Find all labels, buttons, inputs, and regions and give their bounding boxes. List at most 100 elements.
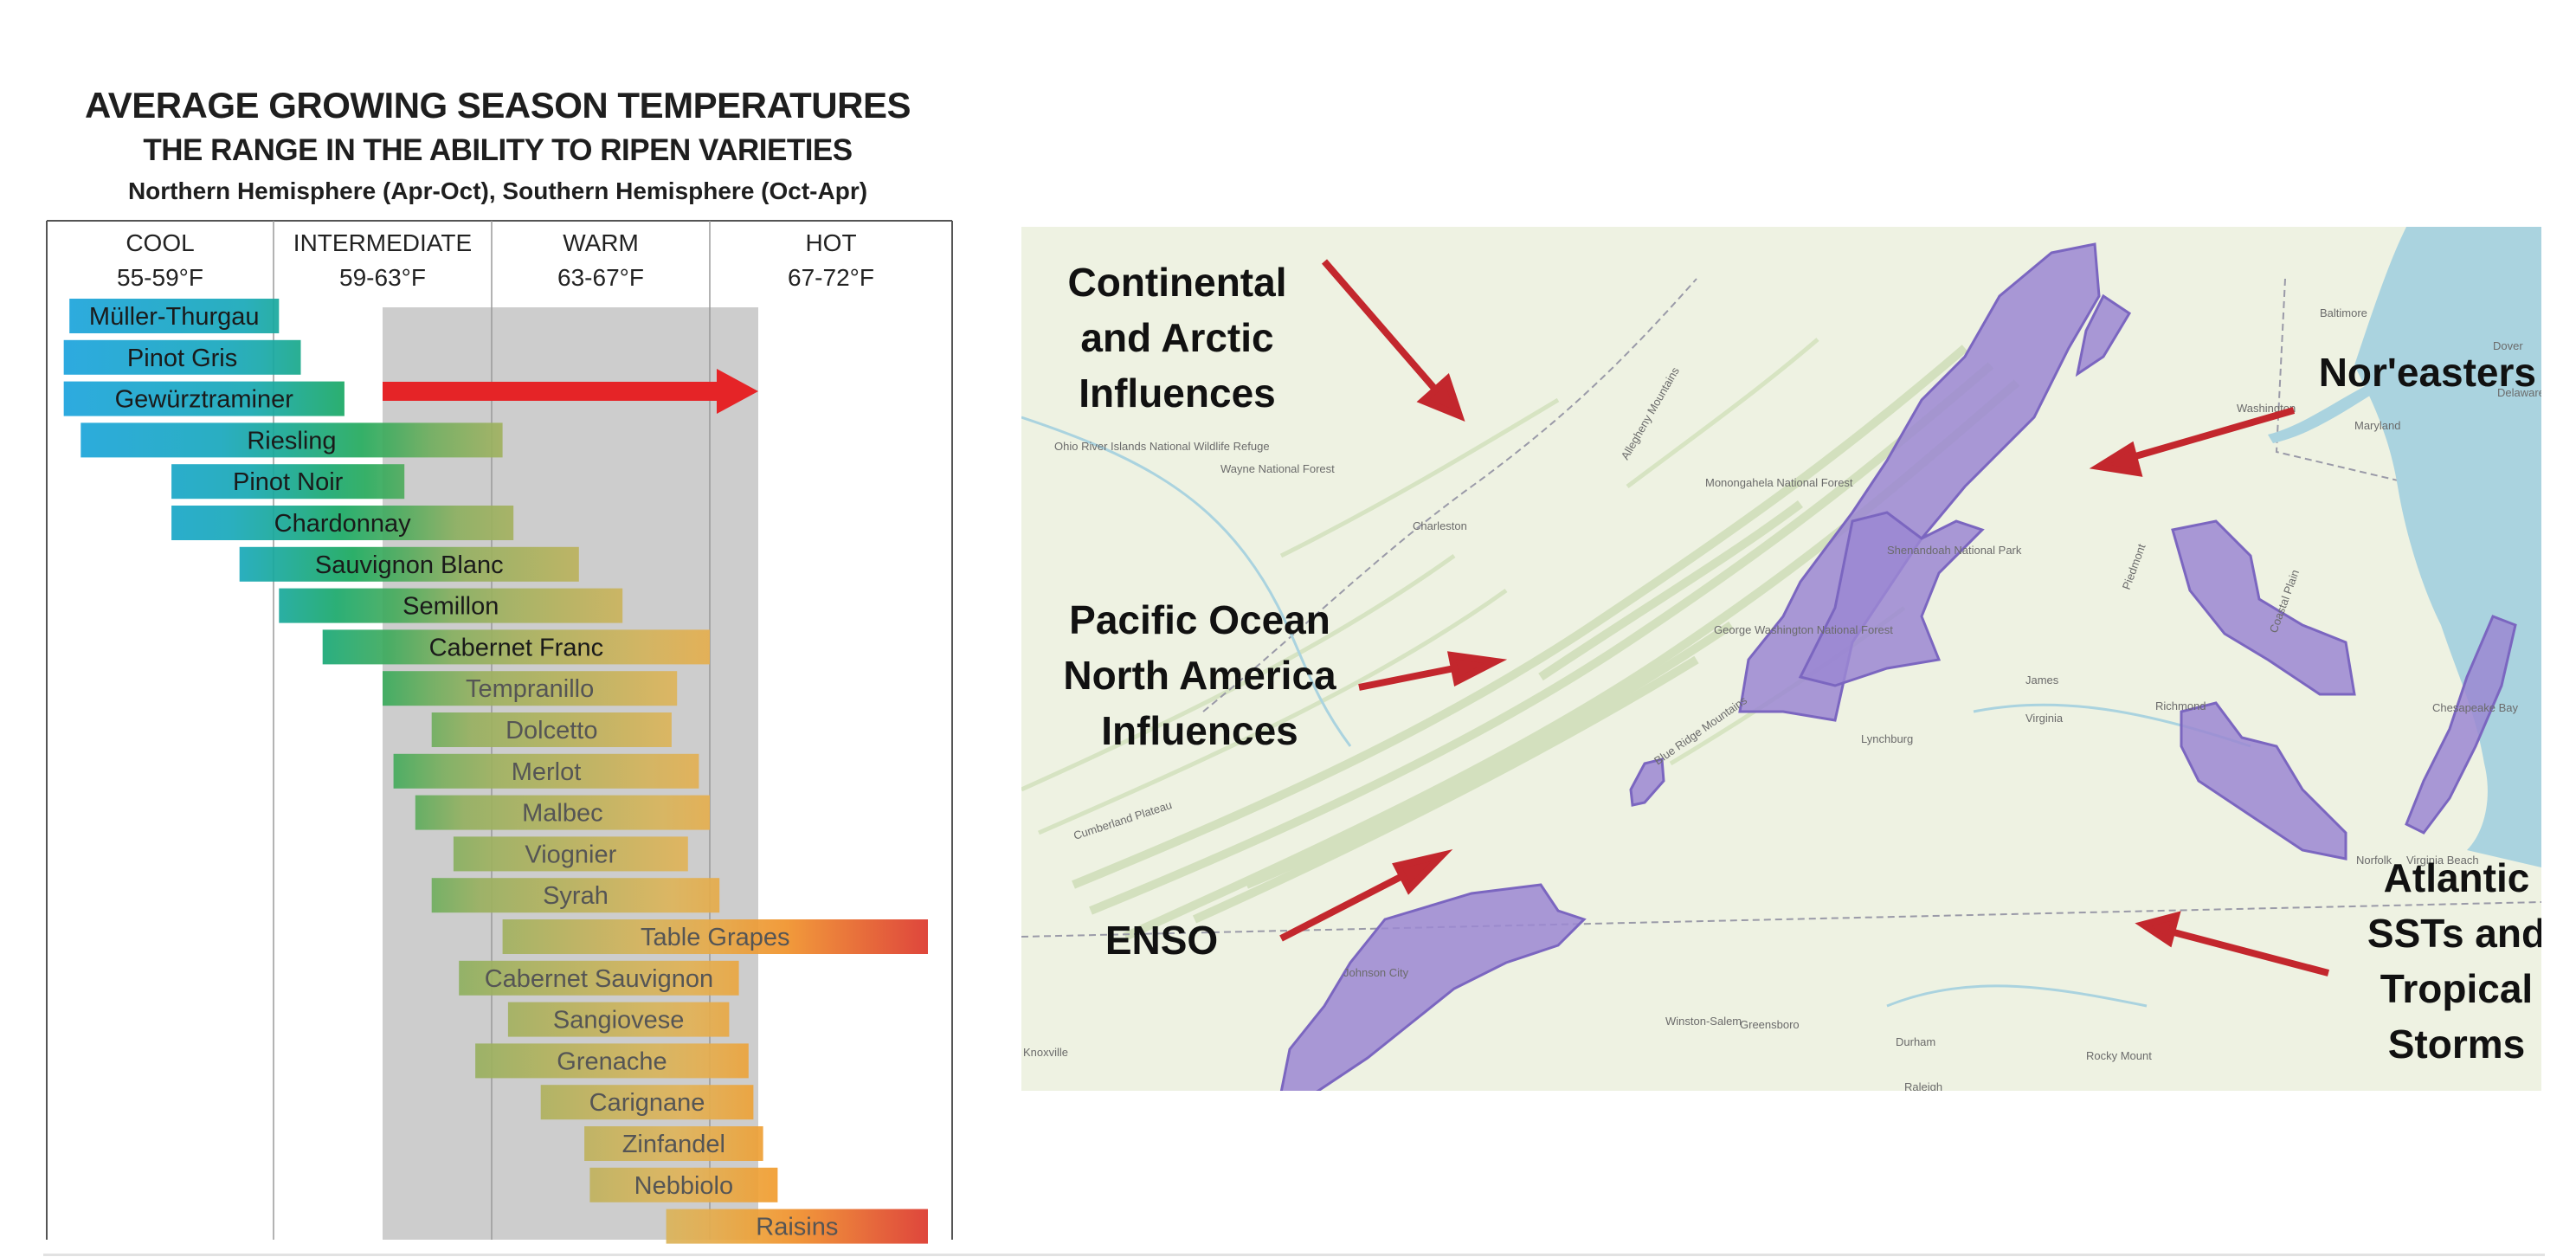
variety-label: Raisins [756,1214,838,1241]
variety-label: Carignane [589,1089,705,1117]
variety-label: Pinot Gris [127,345,237,372]
ripening-chart: COOL 55-59°F INTERMEDIATE 59-63°F WARM 63-67°… [46,220,953,1244]
state-borders [1021,278,2541,938]
variety-bar [584,1126,763,1161]
place-label: Monongahela National Forest [1705,476,1853,489]
place-label: Charleston [1413,519,1467,532]
variety-label: Cabernet Sauvignon [485,965,713,993]
variety-label: Malbec [522,800,603,828]
influence-label-line: Continental [1068,260,1287,305]
variety-bar [431,878,720,913]
variety-label: Sauvignon Blanc [315,551,504,579]
place-label: Lynchburg [1861,732,1913,745]
variety-label: Viognier [525,841,616,868]
variety-label: Merlot [512,758,582,786]
variety-bar [80,422,503,458]
influence-arrows [1279,259,2330,977]
place-label: Virginia [2025,712,2064,725]
trend-arrow-shaft [383,382,718,401]
place-label: George Washington National Forest [1714,623,1893,636]
variety-bar [383,671,678,706]
influence-label-line: Storms [2388,1022,2525,1067]
zone-range: 67-72°F [788,264,874,291]
place-label: Johnson City [1343,966,1409,979]
zone-name: COOL [126,229,194,256]
variety-label: Semillon [402,593,499,621]
variety-label: Müller-Thurgau [89,303,260,331]
influence-label-line: Influences [1079,371,1276,416]
variety-bar [239,546,579,582]
place-label: Virginia Beach [2406,854,2479,867]
variety-bar [393,753,699,789]
variety-label: Gewürztraminer [115,386,294,414]
influence-label-pacific: Pacific Ocean North America Influences [1063,597,1336,753]
variety-label: Grenache [557,1048,667,1075]
chart-title: AVERAGE GROWING SEASON TEMPERATURES [84,85,911,126]
variety-label: Nebbiolo [634,1172,733,1200]
variety-bar [171,506,514,540]
influence-label-atlantic: Atlantic SSTs and Tropical Storms [2367,855,2541,1067]
zone-range: 59-63°F [339,264,426,291]
variety-bar [431,712,672,747]
variety-label: Syrah [543,882,609,910]
zone-name: HOT [805,229,856,256]
variety-label: Riesling [247,427,336,454]
arrow-head-continental [1416,372,1465,422]
place-label: Baltimore [2320,306,2367,319]
virginia-climate-map: Baltimore Dover Delaware Washington Mary… [1021,227,2541,1091]
place-label: Shenandoah National Park [1887,544,2022,557]
place-label: Delaware [2497,386,2541,399]
variety-bar [666,1209,928,1244]
arrow-head-atlantic [2135,911,2181,948]
influence-label-line: Tropical [2380,966,2533,1011]
place-label: Chesapeake Bay [2432,701,2519,714]
place-label: Richmond [2155,699,2206,712]
place-label: Maryland [2354,419,2400,432]
variety-bar [459,960,739,996]
place-label: Wayne National Forest [1220,462,1335,475]
influence-label-line: Atlantic [2384,855,2530,900]
variety-label: Dolcetto [506,717,597,745]
variety-bar [475,1043,749,1079]
variety-label: Table Grapes [641,924,790,951]
zone-range: 55-59°F [117,264,203,291]
place-label: Rocky Mount [2086,1049,2152,1062]
arrow-head-enso [1392,849,1453,895]
variety-bar [507,1002,730,1037]
influence-label-enso: ENSO [1105,918,1218,963]
variety-bar [589,1167,778,1202]
place-label: Knoxville [1023,1046,1068,1059]
hemisphere-note: Northern Hemisphere (Apr-Oct), Southern … [127,177,868,204]
variety-label: Tempranillo [466,675,594,703]
bottom-rule [43,1254,2545,1256]
variety-bar [540,1085,754,1120]
variety-bar [63,381,345,416]
variety-label: Zinfandel [622,1131,725,1158]
place-label: Winston-Salem [1665,1015,1742,1028]
zone-name: WARM [563,229,639,256]
place-label: Ohio River Islands National Wildlife Ref… [1054,440,1270,453]
variety-bar [502,919,928,954]
place-label: James [2025,674,2059,687]
variety-bar [69,299,280,333]
variety-bar [415,795,710,830]
arrow-head-noreasters [2089,441,2143,477]
variety-label: Cabernet Franc [429,634,604,661]
place-label: Durham [1896,1035,1935,1048]
influence-label-line: Influences [1101,708,1298,753]
variety-bar [279,588,623,623]
atlantic-ocean [2510,487,2541,833]
trend-arrow-head [717,369,758,414]
zone-name: INTERMEDIATE [293,229,472,256]
influence-label-line: Pacific Ocean [1069,597,1330,642]
variety-label: Pinot Noir [233,468,344,496]
variety-bar [171,464,405,500]
variety-bar [63,339,301,375]
place-label: Dover [2493,339,2523,352]
influence-label-line: SSTs and [2367,911,2541,956]
influence-label-continental: Continental and Arctic Influences [1068,260,1287,416]
place-label: Norfolk [2356,854,2392,867]
chesapeake-bay [2354,227,2541,867]
potomac [2268,383,2377,443]
arrow-head-pacific [1446,651,1508,687]
